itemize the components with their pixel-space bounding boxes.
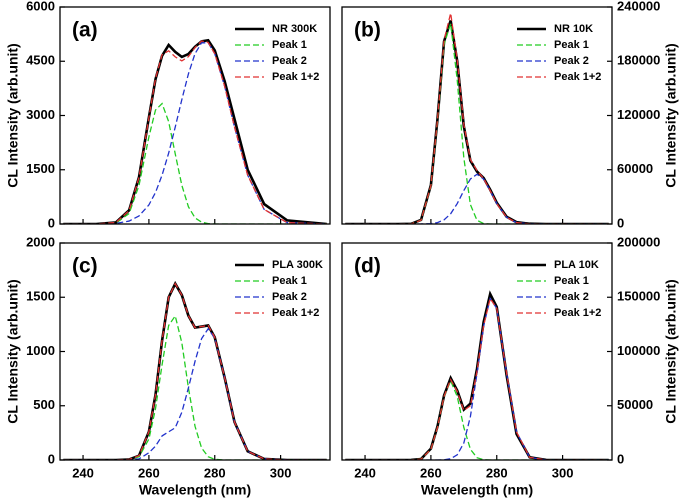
legend-label: NR 10K: [554, 23, 593, 35]
panel: 0 500 1000 1500 2000 240 260 280 300 CL Intensity…: [5, 234, 331, 498]
y-tick-label: 500: [33, 397, 55, 412]
x-tick-label: 280: [204, 465, 226, 480]
y-tick-label: 0: [48, 215, 55, 230]
y-axis-label: CL Intensity (arb.unit): [663, 43, 679, 187]
plot-frame: [59, 242, 331, 461]
legend-label: Peak 1+2: [272, 71, 319, 83]
x-tick-label: 260: [138, 465, 160, 480]
y-tick-label: 1500: [26, 289, 55, 304]
series-line: [63, 42, 327, 224]
panel-label: (c): [72, 255, 98, 278]
plot-lines: [345, 12, 609, 224]
y-tick-label: 240000: [617, 0, 660, 13]
y-tick-label: 1000: [26, 343, 55, 358]
x-tick-label: 300: [270, 465, 292, 480]
legend-label: Peak 2: [554, 55, 589, 67]
legend-label: Peak 1: [554, 39, 589, 51]
y-tick-label: 2000: [26, 234, 55, 249]
legend-label: Peak 2: [554, 291, 589, 303]
x-tick-label: 300: [552, 465, 574, 480]
y-tick-label: 50000: [617, 397, 653, 412]
y-tick-label: 6000: [26, 0, 55, 13]
legend-label: PLA 300K: [272, 259, 323, 271]
legend-label: Peak 2: [272, 291, 307, 303]
legend-label: Peak 1: [272, 39, 307, 51]
plot-frame: [59, 6, 331, 225]
legend-label: Peak 1+2: [554, 307, 601, 319]
x-tick-label: 280: [486, 465, 508, 480]
y-tick-label: 200000: [617, 234, 660, 249]
y-tick-label: 4500: [26, 53, 55, 68]
plot-frame: [341, 242, 613, 461]
y-tick-label: 180000: [617, 53, 660, 68]
series-line: [345, 23, 609, 224]
legend-label: Peak 1: [554, 275, 589, 287]
y-tick-label: 3000: [26, 107, 55, 122]
series-line: [345, 379, 609, 460]
y-tick-label: 60000: [617, 161, 653, 176]
legend-label: Peak 1+2: [554, 71, 601, 83]
y-axis-label: CL Intensity (arb.unit): [663, 279, 679, 423]
legend-label: NR 300K: [272, 23, 317, 35]
x-axis-label: Wavelength (nm): [139, 482, 251, 498]
plot-lines: [63, 38, 327, 224]
y-tick-label: 0: [48, 451, 55, 466]
plot-lines: [63, 280, 327, 460]
legend-label: PLA 10K: [554, 259, 599, 271]
y-tick-label: 1500: [26, 161, 55, 176]
series-line: [63, 40, 327, 224]
panel: 0 50000 100000 150000 200000 240 260 280 300 CL I…: [341, 234, 679, 498]
series-line: [63, 327, 327, 460]
x-tick-label: 260: [420, 465, 442, 480]
plot-frame: [341, 6, 613, 225]
series-line: [345, 296, 609, 460]
y-tick-label: 0: [617, 451, 624, 466]
panel-label: (d): [354, 255, 381, 278]
y-tick-label: 120000: [617, 107, 660, 122]
panel-label: (b): [354, 19, 381, 42]
x-tick-label: 240: [354, 465, 376, 480]
x-tick-label: 240: [72, 465, 94, 480]
y-axis-label: CL Intensity (arb.unit): [5, 279, 21, 423]
series-line: [345, 173, 609, 224]
series-line: [345, 20, 609, 224]
legend-label: Peak 1+2: [272, 307, 319, 319]
panel-label: (a): [72, 19, 98, 42]
y-tick-label: 0: [617, 215, 624, 230]
series-line: [63, 314, 327, 460]
x-axis-label: Wavelength (nm): [421, 482, 533, 498]
series-line: [345, 296, 609, 460]
legend-label: Peak 1: [272, 275, 307, 287]
series-line: [63, 102, 327, 224]
legend-label: Peak 2: [272, 55, 307, 67]
panel: 0 1500 3000 4500 6000 CL Intensity (arb.unit)…: [5, 0, 331, 230]
series-line: [63, 38, 327, 224]
y-tick-label: 100000: [617, 343, 660, 358]
y-axis-label: CL Intensity (arb.unit): [5, 43, 21, 187]
y-tick-label: 150000: [617, 289, 660, 304]
series-line: [345, 12, 609, 224]
panel: 0 60000 120000 180000 240000 CL Intensity (ar…: [341, 0, 679, 230]
